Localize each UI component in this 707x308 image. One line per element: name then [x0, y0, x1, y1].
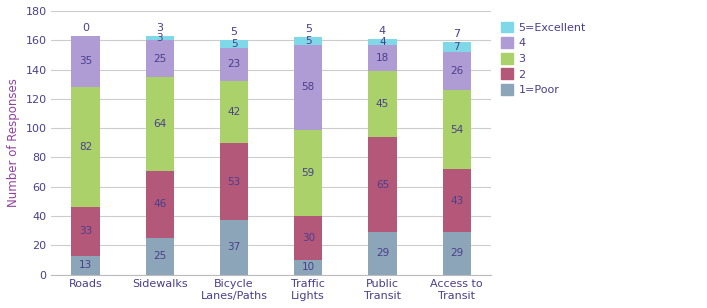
Text: 13: 13 — [79, 260, 92, 270]
Text: 29: 29 — [376, 248, 389, 258]
Text: 25: 25 — [153, 251, 166, 261]
Text: 33: 33 — [79, 226, 92, 236]
Text: 42: 42 — [228, 107, 240, 117]
Text: 4: 4 — [379, 37, 386, 47]
Text: 23: 23 — [228, 59, 240, 69]
Text: 5: 5 — [305, 24, 312, 34]
Text: 18: 18 — [376, 53, 389, 63]
Bar — [220, 143, 248, 221]
Y-axis label: Number of Responses: Number of Responses — [7, 78, 20, 207]
Bar — [71, 36, 100, 87]
Bar — [443, 169, 471, 232]
Text: 65: 65 — [376, 180, 389, 189]
Text: 5: 5 — [305, 36, 312, 46]
Bar — [368, 71, 397, 137]
Bar — [294, 37, 322, 45]
Bar — [443, 42, 471, 52]
Bar — [368, 39, 397, 45]
Bar — [146, 36, 174, 40]
Text: 7: 7 — [453, 29, 460, 39]
Text: 46: 46 — [153, 199, 166, 209]
Text: 64: 64 — [153, 119, 166, 129]
Bar — [71, 256, 100, 275]
Bar — [443, 52, 471, 90]
Bar — [294, 45, 322, 130]
Bar — [220, 47, 248, 81]
Bar — [294, 260, 322, 275]
Text: 37: 37 — [228, 242, 240, 253]
Bar — [146, 40, 174, 77]
Bar — [146, 77, 174, 171]
Text: 3: 3 — [156, 33, 163, 43]
Text: 30: 30 — [302, 233, 315, 243]
Text: 45: 45 — [376, 99, 389, 109]
Bar — [220, 40, 248, 47]
Bar — [146, 238, 174, 275]
Legend: 5=Excellent, 4, 3, 2, 1=Poor: 5=Excellent, 4, 3, 2, 1=Poor — [501, 22, 586, 95]
Bar — [443, 90, 471, 169]
Bar — [443, 232, 471, 275]
Text: 43: 43 — [450, 196, 463, 206]
Text: 54: 54 — [450, 125, 463, 135]
Text: 4: 4 — [379, 26, 386, 36]
Bar — [146, 171, 174, 238]
Bar — [368, 232, 397, 275]
Text: 82: 82 — [79, 142, 92, 152]
Text: 35: 35 — [79, 56, 92, 67]
Text: 10: 10 — [302, 262, 315, 272]
Text: 29: 29 — [450, 248, 463, 258]
Bar — [220, 221, 248, 275]
Bar — [294, 216, 322, 260]
Text: 59: 59 — [302, 168, 315, 178]
Text: 53: 53 — [228, 176, 240, 187]
Bar — [220, 81, 248, 143]
Bar — [71, 87, 100, 207]
Text: 0: 0 — [82, 23, 89, 33]
Text: 5: 5 — [230, 39, 238, 49]
Text: 58: 58 — [302, 82, 315, 92]
Bar — [368, 137, 397, 232]
Text: 7: 7 — [453, 42, 460, 52]
Bar — [71, 207, 100, 256]
Bar — [368, 45, 397, 71]
Text: 25: 25 — [153, 54, 166, 63]
Text: 3: 3 — [156, 23, 163, 33]
Bar — [294, 130, 322, 216]
Text: 5: 5 — [230, 27, 238, 37]
Text: 26: 26 — [450, 66, 463, 76]
